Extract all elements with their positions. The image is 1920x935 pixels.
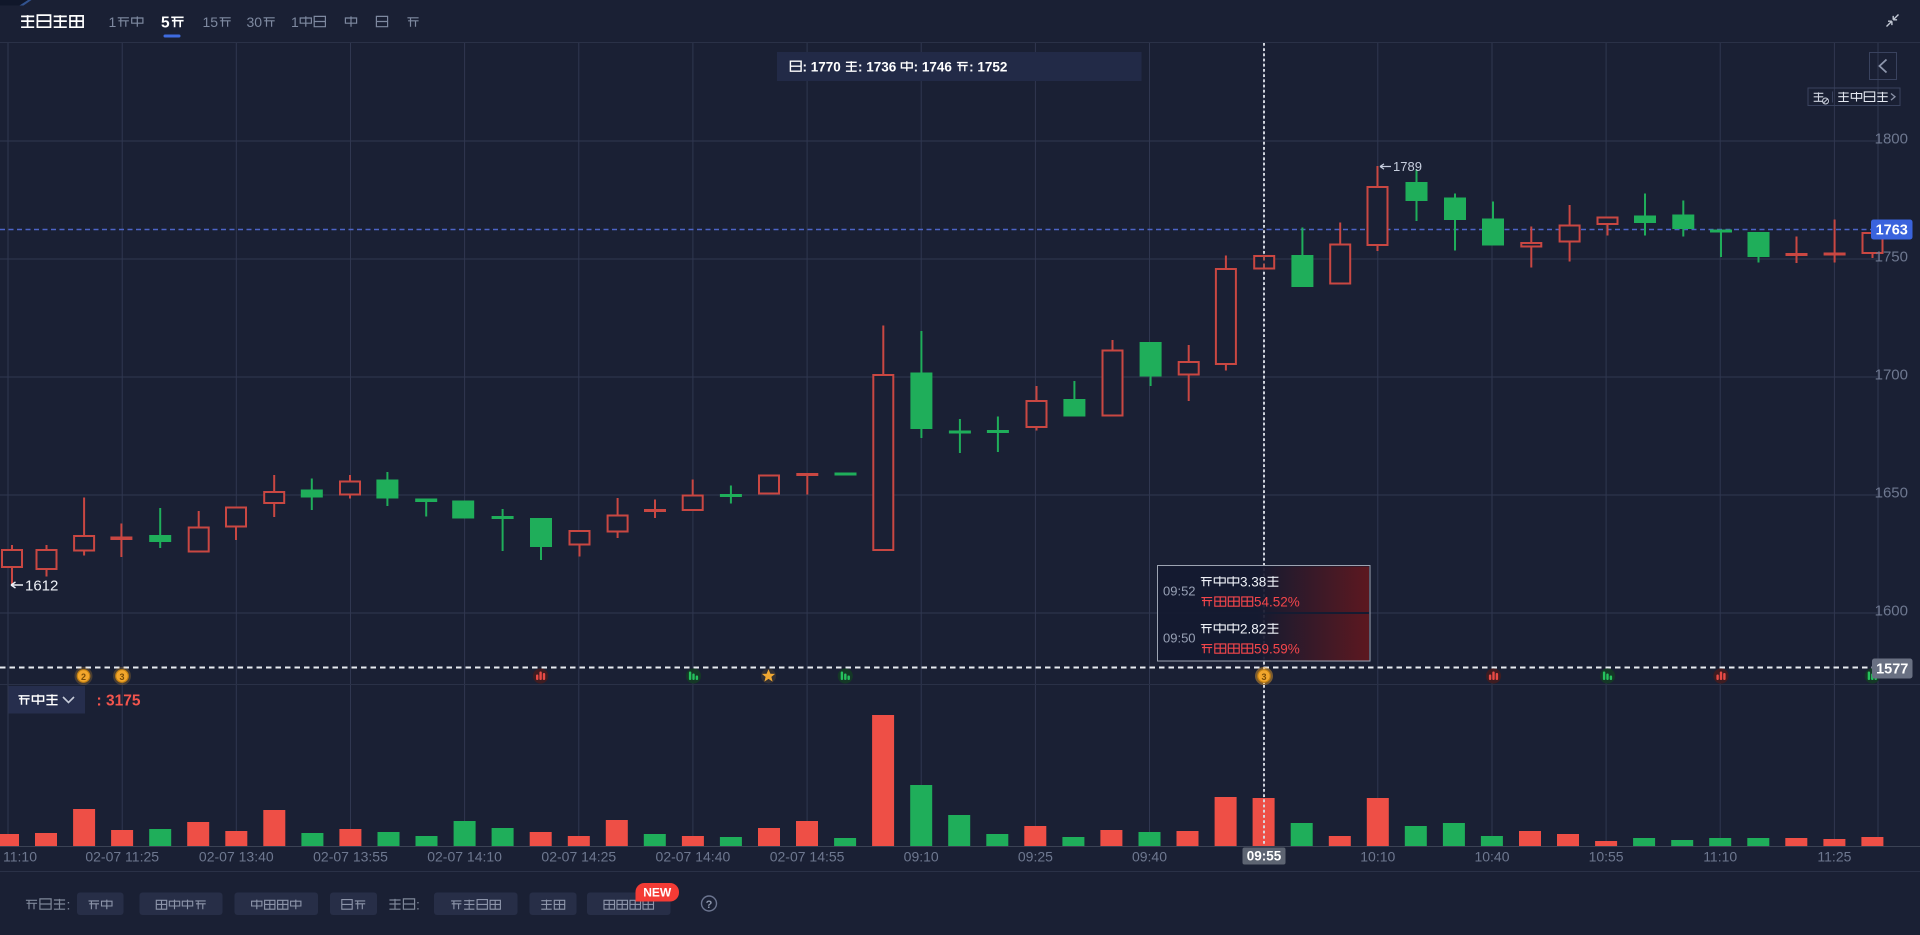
svg-text:: 1752: : 1752 — [969, 60, 1007, 75]
svg-text:1600: 1600 — [1875, 603, 1908, 620]
svg-text:2.82: 2.82 — [1240, 622, 1266, 637]
svg-text:: 1770: : 1770 — [803, 60, 841, 75]
svg-text:: 3175: : 3175 — [97, 693, 141, 710]
svg-text:11:25: 11:25 — [1817, 849, 1851, 865]
svg-text:02-07 13:55: 02-07 13:55 — [313, 849, 388, 865]
svg-text:1650: 1650 — [1875, 485, 1908, 502]
svg-text:3: 3 — [1261, 672, 1266, 682]
svg-text:1: 1 — [109, 14, 117, 30]
svg-text:?: ? — [706, 899, 713, 911]
svg-text:02-07 14:55: 02-07 14:55 — [770, 849, 845, 865]
svg-text:1800: 1800 — [1875, 131, 1908, 148]
svg-text:59.59%: 59.59% — [1254, 642, 1300, 657]
svg-text:: 1746: : 1746 — [914, 60, 953, 75]
svg-text:1700: 1700 — [1875, 367, 1908, 384]
svg-text:NEW: NEW — [643, 886, 672, 900]
svg-text:02-07 13:40: 02-07 13:40 — [199, 849, 274, 865]
svg-text:1789: 1789 — [1393, 159, 1422, 174]
svg-text:10:40: 10:40 — [1474, 849, 1509, 865]
svg-text::: : — [416, 897, 420, 913]
svg-text:09:50: 09:50 — [1163, 631, 1196, 646]
svg-text:1763: 1763 — [1876, 223, 1908, 239]
svg-text:1577: 1577 — [1876, 662, 1908, 678]
svg-text:5: 5 — [161, 15, 170, 32]
svg-text::: : — [67, 897, 71, 913]
svg-text:2: 2 — [81, 672, 86, 682]
svg-text:10:10: 10:10 — [1360, 849, 1395, 865]
svg-text:11:10: 11:10 — [1703, 849, 1737, 865]
svg-text:09:55: 09:55 — [1247, 849, 1282, 864]
svg-text:09:10: 09:10 — [904, 849, 939, 865]
svg-text:09:40: 09:40 — [1132, 849, 1167, 865]
svg-text:3: 3 — [119, 672, 124, 682]
svg-text:10:55: 10:55 — [1589, 849, 1624, 865]
svg-text:1: 1 — [291, 14, 299, 30]
svg-text:02-07 14:25: 02-07 14:25 — [541, 849, 616, 865]
svg-text:09:25: 09:25 — [1018, 849, 1053, 865]
svg-text:1612: 1612 — [25, 578, 58, 595]
svg-text:09:52: 09:52 — [1163, 584, 1196, 599]
svg-text:30: 30 — [247, 14, 263, 30]
svg-text:02-07 11:25: 02-07 11:25 — [85, 849, 159, 865]
svg-text:54.52%: 54.52% — [1254, 595, 1300, 610]
svg-text:02-07 14:10: 02-07 14:10 — [427, 849, 502, 865]
svg-text:15: 15 — [203, 14, 219, 30]
svg-text:3.38: 3.38 — [1240, 575, 1266, 590]
svg-text:02-07 14:40: 02-07 14:40 — [656, 849, 731, 865]
svg-text:: 1736: : 1736 — [858, 60, 897, 75]
svg-text:11:10: 11:10 — [3, 849, 37, 865]
svg-text:1750: 1750 — [1875, 249, 1908, 266]
